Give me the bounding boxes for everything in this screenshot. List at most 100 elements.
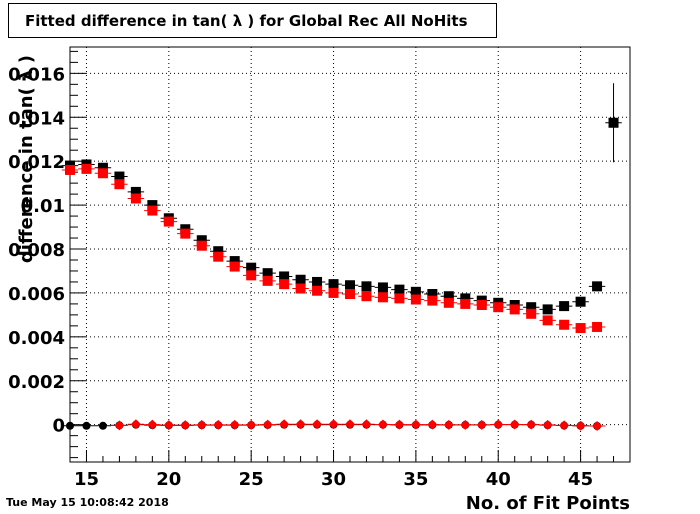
data-point-square bbox=[279, 271, 290, 282]
data-point-circle bbox=[82, 421, 91, 430]
data-point-diamond bbox=[460, 419, 471, 430]
data-point-diamond bbox=[213, 419, 224, 430]
data-point-diamond bbox=[114, 420, 125, 431]
data-point-square bbox=[130, 186, 141, 197]
data-point-square bbox=[460, 298, 471, 309]
data-point-square bbox=[509, 304, 520, 315]
data-point-square bbox=[163, 216, 174, 227]
data-point-diamond bbox=[295, 419, 306, 430]
series-1 bbox=[61, 163, 606, 334]
y-tick-label: 0.016 bbox=[8, 64, 65, 85]
data-point-diamond bbox=[328, 419, 339, 430]
data-point-diamond bbox=[377, 419, 388, 430]
data-point-diamond bbox=[493, 419, 504, 430]
data-point-square bbox=[427, 295, 438, 306]
data-point-square bbox=[460, 293, 471, 304]
data-point-square bbox=[443, 297, 454, 308]
data-point-square bbox=[575, 296, 586, 307]
data-point-square bbox=[526, 308, 537, 319]
y-tick-label: 0.014 bbox=[8, 108, 65, 129]
data-point-square bbox=[295, 283, 306, 294]
y-tick-label: 0.012 bbox=[8, 152, 65, 173]
data-point-diamond bbox=[526, 419, 537, 430]
data-point-square bbox=[377, 292, 388, 303]
data-point-square bbox=[114, 171, 125, 182]
data-point-diamond bbox=[163, 420, 174, 431]
data-point-square bbox=[246, 262, 257, 273]
data-point-square bbox=[180, 228, 191, 239]
data-point-square bbox=[328, 287, 339, 298]
data-point-square bbox=[147, 200, 158, 211]
data-point-circle bbox=[66, 421, 74, 430]
data-point-square bbox=[493, 302, 504, 313]
data-point-square bbox=[229, 256, 240, 267]
y-axis-title: difference in tan( λ ) bbox=[16, 55, 37, 263]
data-point-square bbox=[377, 282, 388, 293]
data-point-square bbox=[97, 168, 108, 179]
data-point-circle bbox=[98, 421, 107, 430]
data-point-square bbox=[542, 315, 553, 326]
data-point-square bbox=[114, 179, 125, 190]
y-tick-label: 0.006 bbox=[8, 284, 65, 305]
data-point-square bbox=[262, 275, 273, 286]
timestamp: Tue May 15 10:08:42 2018 bbox=[6, 496, 169, 509]
x-tick-label: 25 bbox=[239, 469, 264, 490]
x-tick-label: 20 bbox=[156, 469, 181, 490]
data-point-diamond bbox=[427, 419, 438, 430]
x-tick-label: 45 bbox=[568, 469, 593, 490]
data-point-square bbox=[97, 162, 108, 173]
data-point-square bbox=[147, 205, 158, 216]
data-point-square bbox=[476, 300, 487, 311]
y-tick-label: 0.002 bbox=[8, 372, 65, 393]
data-point-square bbox=[559, 301, 570, 312]
chart-title: Fitted difference in tan( λ ) for Global… bbox=[8, 3, 497, 38]
data-point-square bbox=[394, 284, 405, 295]
data-point-square bbox=[410, 294, 421, 305]
y-tick-label: 0.004 bbox=[8, 328, 65, 349]
data-point-diamond bbox=[410, 419, 421, 430]
data-point-square bbox=[361, 281, 372, 292]
plot-border bbox=[69, 46, 631, 463]
series-3 bbox=[111, 419, 606, 431]
y-tick-label: 0.01 bbox=[21, 196, 65, 217]
data-point-square bbox=[608, 117, 619, 128]
data-point-square bbox=[345, 289, 355, 300]
data-point-square bbox=[361, 291, 372, 302]
data-point-diamond bbox=[542, 419, 553, 430]
data-point-square bbox=[592, 321, 603, 332]
data-point-square bbox=[575, 323, 586, 334]
data-point-square bbox=[65, 164, 75, 175]
data-point-square bbox=[410, 286, 421, 297]
data-point-square bbox=[443, 291, 454, 302]
plot-frame bbox=[69, 46, 631, 463]
data-point-square bbox=[213, 251, 224, 262]
data-point-square bbox=[229, 261, 240, 272]
x-axis-title: No. of Fit Points bbox=[466, 493, 630, 514]
data-point-diamond bbox=[476, 419, 487, 430]
data-point-square bbox=[312, 285, 323, 296]
data-point-square bbox=[592, 281, 603, 292]
data-point-diamond bbox=[592, 420, 603, 431]
data-point-square bbox=[81, 163, 92, 174]
data-point-square bbox=[246, 270, 257, 281]
data-point-square bbox=[559, 319, 570, 330]
data-point-diamond bbox=[443, 419, 454, 430]
data-point-square bbox=[427, 289, 438, 300]
data-point-square bbox=[213, 246, 224, 257]
data-point-diamond bbox=[312, 419, 323, 430]
grid-lines bbox=[70, 47, 630, 462]
data-point-square bbox=[279, 279, 290, 290]
data-point-square bbox=[262, 268, 273, 279]
data-point-diamond bbox=[130, 419, 141, 430]
x-tick-label: 40 bbox=[486, 469, 511, 490]
data-point-diamond bbox=[345, 419, 355, 430]
series-0 bbox=[61, 83, 622, 315]
data-point-diamond bbox=[509, 419, 520, 430]
data-point-diamond bbox=[196, 419, 207, 430]
data-point-square bbox=[295, 274, 306, 285]
data-markers bbox=[61, 83, 622, 431]
data-point-square bbox=[196, 235, 207, 246]
data-point-square bbox=[130, 193, 141, 204]
data-point-square bbox=[542, 304, 553, 315]
